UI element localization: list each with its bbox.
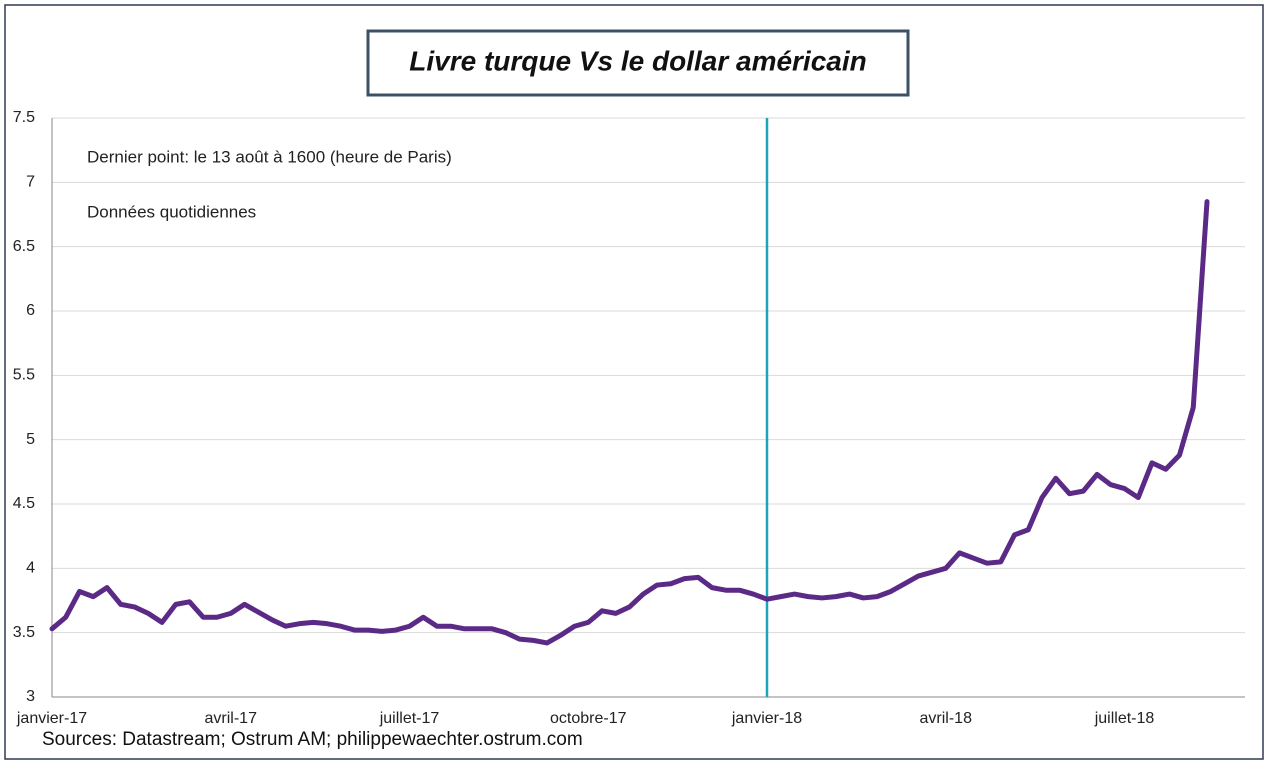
y-tick-label: 4.5 (13, 495, 35, 512)
annotation: Dernier point: le 13 août à 1600 (heure … (87, 147, 452, 166)
x-tick-label: avril-17 (205, 710, 258, 727)
source-note: Sources: Datastream; Ostrum AM; philippe… (42, 729, 583, 750)
x-tick-label: janvier-17 (16, 710, 87, 727)
title-box (366, 29, 910, 97)
annotation: Données quotidiennes (87, 202, 256, 221)
plot-area: 3 3.5 4 4.5 5 5.5 6 6.5 7 7.5 janvier-17 avril-17 ju… (13, 109, 1245, 727)
x-tick-label: juillet-17 (379, 710, 440, 727)
y-tick-label: 5 (26, 431, 35, 448)
y-tick-label: 4 (26, 560, 35, 577)
x-tick-label: avril-18 (920, 710, 973, 727)
y-tick-label: 7 (26, 174, 35, 191)
y-tick-label: 3.5 (13, 624, 35, 641)
x-tick-label: juillet-18 (1094, 710, 1155, 727)
x-tick-label: janvier-18 (731, 710, 802, 727)
y-tick-label: 5.5 (13, 367, 35, 384)
chart-title: Livre turque Vs le dollar américain (409, 45, 867, 76)
outer-frame (4, 4, 1264, 760)
y-tick-label: 3 (26, 688, 35, 705)
y-tick-label: 6.5 (13, 238, 35, 255)
y-tick-label: 7.5 (13, 109, 35, 126)
x-tick-label: octobre-17 (550, 710, 627, 727)
data-line (49, 199, 1210, 646)
y-tick-label: 6 (26, 302, 35, 319)
